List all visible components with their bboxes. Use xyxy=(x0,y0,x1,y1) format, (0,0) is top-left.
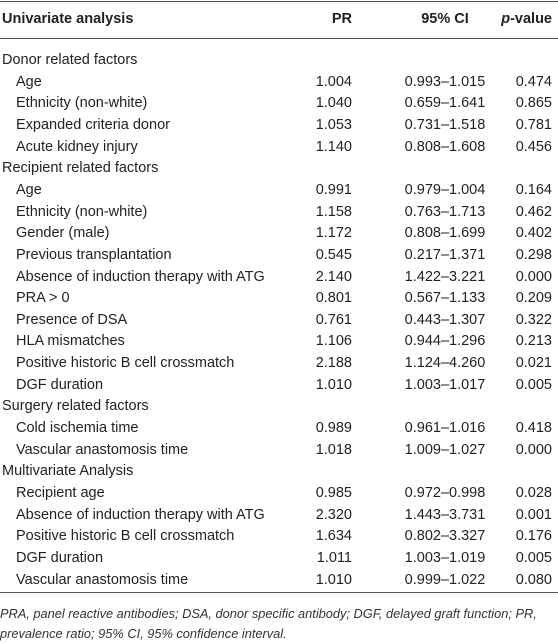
row-label: HLA mismatches xyxy=(16,333,125,350)
header-rule xyxy=(0,38,558,39)
row-pr: 0.761 xyxy=(315,311,352,328)
row-pvalue: 0.298 xyxy=(515,246,552,263)
row-label: Ethnicity (non-white) xyxy=(16,95,148,112)
row-label: Vascular anastomosis time xyxy=(16,571,189,588)
row-ci: 0.944–1.296 xyxy=(404,333,486,350)
header-value: -value xyxy=(510,11,552,27)
header-ci: 95% CI xyxy=(421,11,469,27)
row-pvalue: 0.176 xyxy=(515,528,552,545)
row-pr: 0.545 xyxy=(315,246,352,263)
row-label: DGF duration xyxy=(16,550,104,566)
row-ci: 1.003–1.017 xyxy=(404,376,486,393)
row-pvalue: 0.456 xyxy=(515,138,552,155)
row-ci: 0.972–0.998 xyxy=(404,485,486,501)
row-pr: 2.140 xyxy=(315,268,352,285)
row-label: Recipient age xyxy=(16,485,105,501)
row-ci: 0.217–1.371 xyxy=(404,246,486,263)
row-pr: 1.172 xyxy=(315,225,352,242)
row-pvalue: 0.213 xyxy=(515,333,552,350)
top-rule xyxy=(0,1,558,2)
row-ci: 1.443–3.731 xyxy=(404,506,486,523)
row-pvalue: 0.000 xyxy=(515,441,552,458)
row-pr: 1.634 xyxy=(315,528,352,545)
row-pvalue: 0.028 xyxy=(515,485,552,501)
header-label: Univariate analysis xyxy=(2,11,134,27)
row-pvalue: 0.209 xyxy=(515,290,552,307)
row-pvalue: 0.781 xyxy=(515,116,552,133)
row-pvalue: 0.462 xyxy=(515,203,552,220)
row-label: Acute kidney injury xyxy=(16,138,138,155)
row-label: Absence of induction therapy with ATG xyxy=(16,268,265,285)
row-pvalue: 0.164 xyxy=(515,181,552,198)
row-ci: 0.993–1.015 xyxy=(404,73,486,90)
row-ci: 0.731–1.518 xyxy=(404,116,486,133)
row-pvalue: 0.080 xyxy=(515,571,552,588)
row-pvalue: 0.005 xyxy=(515,376,552,393)
row-pr: 2.188 xyxy=(315,355,352,372)
row-ci: 0.999–1.022 xyxy=(404,571,486,588)
row-pr: 0.801 xyxy=(315,290,352,307)
bottom-rule xyxy=(0,592,558,593)
row-ci: 0.979–1.004 xyxy=(404,181,486,198)
row-ci: 1.003–1.019 xyxy=(404,550,486,566)
row-pr: 1.053 xyxy=(315,116,352,133)
row-label: Previous transplantation xyxy=(16,246,172,263)
row-pr: 1.010 xyxy=(315,376,352,393)
row-pvalue: 0.865 xyxy=(515,95,552,112)
row-pvalue: 0.005 xyxy=(515,550,552,566)
row-label: Gender (male) xyxy=(16,225,110,242)
header-pvalue: p-value xyxy=(501,9,552,29)
row-label: Ethnicity (non-white) xyxy=(16,203,148,220)
row-ci: 0.802–3.327 xyxy=(404,528,486,545)
section-title: Donor related factors xyxy=(2,52,138,68)
row-ci: 0.808–1.608 xyxy=(404,138,486,155)
row-pvalue: 0.402 xyxy=(515,225,552,242)
row-pr: 0.989 xyxy=(315,420,352,436)
row-pvalue: 0.001 xyxy=(515,506,552,523)
row-ci: 0.567–1.133 xyxy=(404,290,486,307)
row-label: Age xyxy=(16,181,42,198)
row-ci: 0.808–1.699 xyxy=(404,225,486,242)
row-pr: 0.985 xyxy=(315,485,352,501)
row-pr: 1.106 xyxy=(315,333,352,350)
section-title: Multivariate Analysis xyxy=(2,463,134,480)
row-label: DGF duration xyxy=(16,376,104,393)
row-pr: 1.011 xyxy=(316,550,352,566)
row-label: Cold ischemia time xyxy=(16,420,139,436)
row-pvalue: 0.021 xyxy=(515,355,552,372)
row-ci: 0.659–1.641 xyxy=(404,95,486,112)
row-label: Vascular anastomosis time xyxy=(16,441,189,458)
row-ci: 1.422–3.221 xyxy=(404,268,486,285)
section-title: Recipient related factors xyxy=(2,160,159,177)
row-pr: 2.320 xyxy=(315,506,352,523)
row-pvalue: 0.418 xyxy=(515,420,552,436)
row-pr: 1.010 xyxy=(315,571,352,588)
header-p: p xyxy=(501,11,511,27)
row-label: Presence of DSA xyxy=(16,311,128,328)
row-ci: 0.763–1.713 xyxy=(404,203,486,220)
row-pr: 1.004 xyxy=(315,73,352,90)
row-label: Positive historic B cell crossmatch xyxy=(16,528,235,545)
row-pvalue: 0.474 xyxy=(515,73,552,90)
row-pr: 0.991 xyxy=(315,181,352,198)
section-title: Surgery related factors xyxy=(2,398,149,415)
footnote: PRA, panel reactive antibodies; DSA, don… xyxy=(0,606,537,641)
row-pr: 1.018 xyxy=(315,441,352,458)
row-pvalue: 0.000 xyxy=(515,268,552,285)
row-ci: 1.124–4.260 xyxy=(404,355,486,372)
row-label: Age xyxy=(16,73,42,90)
row-pr: 1.140 xyxy=(315,138,352,155)
row-pvalue: 0.322 xyxy=(515,311,552,328)
row-label: Absence of induction therapy with ATG xyxy=(16,506,265,523)
row-label: PRA > 0 xyxy=(16,290,70,307)
row-ci: 1.009–1.027 xyxy=(404,441,486,458)
row-label: Positive historic B cell crossmatch xyxy=(16,355,235,372)
row-label: Expanded criteria donor xyxy=(16,116,170,133)
row-pr: 1.158 xyxy=(315,203,352,220)
header-pr: PR xyxy=(331,11,352,27)
row-ci: 0.443–1.307 xyxy=(404,311,486,328)
row-pr: 1.040 xyxy=(315,95,352,112)
row-ci: 0.961–1.016 xyxy=(404,420,486,436)
